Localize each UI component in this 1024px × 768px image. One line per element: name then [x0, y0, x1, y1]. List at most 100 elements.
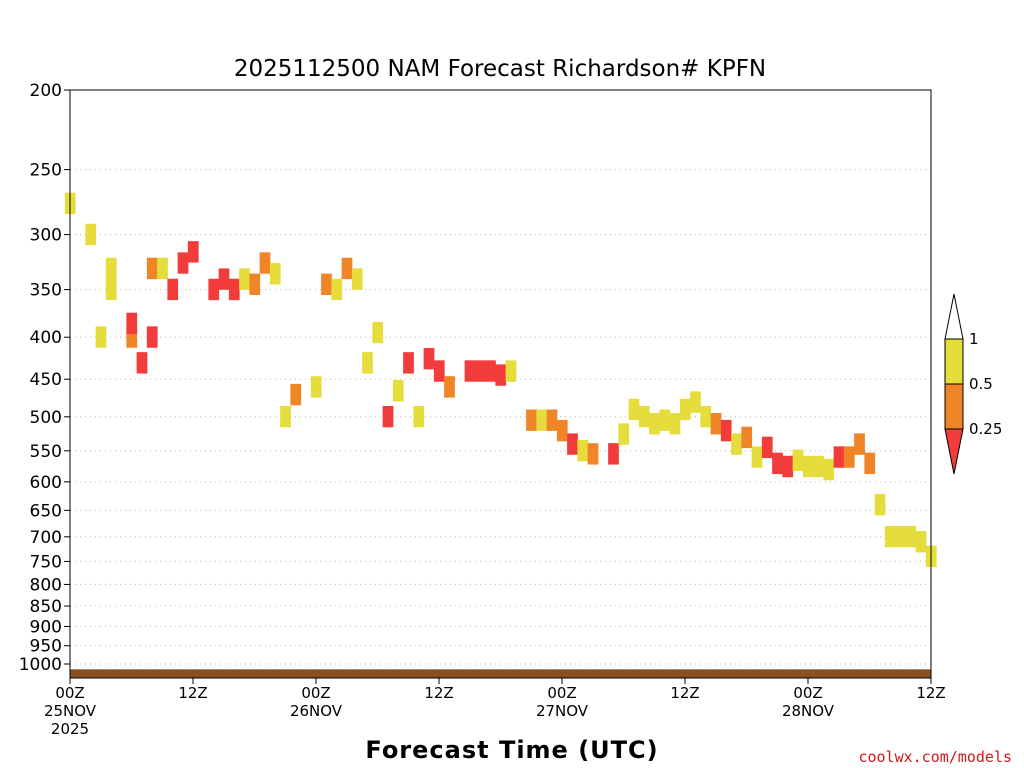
- cell-37: [464, 360, 476, 382]
- cell-73: [854, 433, 865, 455]
- cell-71: [833, 446, 845, 468]
- cell-67: [792, 449, 804, 471]
- cell-70: [823, 458, 835, 481]
- y-tick-label-550: 550: [30, 442, 62, 462]
- cell-34: [423, 347, 435, 370]
- y-tick-label-1000: 1000: [19, 655, 62, 675]
- cell-68: [802, 455, 814, 478]
- x-tick-label-72-1: 00Z: [793, 684, 822, 702]
- y-tick-label-250: 250: [30, 161, 62, 181]
- y-axis: 200 250 300 350 400 450 500 550 600 650 700 750 8008…: [19, 81, 70, 675]
- credit-text: coolwx.com/models: [858, 748, 1012, 766]
- cell-65: [772, 452, 783, 475]
- x-tick-label-72-2: 28NOV: [782, 702, 835, 720]
- cell-40: [495, 364, 507, 386]
- cell-57: [690, 391, 701, 413]
- cell-60: [720, 419, 732, 442]
- x-tick-label-48-1: 00Z: [547, 684, 576, 702]
- cell-19: [259, 252, 271, 274]
- x-tick-label-0-2: 25NOV: [44, 702, 97, 720]
- cell-32: [403, 352, 414, 374]
- colorbar-label-0-5: 0.5: [969, 375, 993, 393]
- cell-50: [618, 423, 630, 445]
- cell-69: [813, 455, 824, 478]
- cell-9: [146, 326, 158, 348]
- cell-30: [382, 405, 394, 428]
- cell-21: [280, 405, 291, 428]
- colorbar-swatch-0-5-to-1: [944, 338, 964, 385]
- cell-59: [710, 412, 722, 435]
- cell-23: [310, 376, 322, 398]
- y-tick-label-600: 600: [30, 473, 62, 493]
- cell-61: [731, 433, 742, 455]
- cell-41: [505, 360, 517, 382]
- cell-29: [372, 321, 384, 344]
- y-tick-label-200: 200: [30, 81, 62, 101]
- cell-52: [638, 405, 650, 428]
- cell-45: [556, 419, 568, 442]
- y-tick-label-400: 400: [30, 328, 62, 348]
- chart-title: 2025112500 NAM Forecast Richardson# KPFN: [234, 56, 766, 82]
- x-tick-label-48-2: 27NOV: [536, 702, 589, 720]
- cell-43: [536, 409, 548, 431]
- cell-76: [884, 525, 896, 548]
- cell-42: [526, 409, 537, 431]
- surface-layer: [70, 669, 931, 678]
- x-tick-label-0-1: 00Z: [55, 684, 84, 702]
- y-tick-label-800: 800: [30, 575, 62, 595]
- plot-frame: [69, 89, 932, 679]
- cell-13: [187, 241, 199, 263]
- y-tick-label-450: 450: [30, 370, 62, 390]
- x-tick-label-0-3: 2025: [51, 720, 89, 738]
- cell-51: [628, 398, 640, 421]
- x-tick-label-60-1: 12Z: [670, 684, 699, 702]
- cell-46: [567, 433, 578, 455]
- gridlines: [70, 169, 931, 665]
- cell-66: [782, 455, 794, 478]
- cell-8: [146, 257, 158, 280]
- cell-55: [669, 412, 681, 435]
- cell-77: [895, 525, 906, 548]
- cell-36: [444, 376, 455, 398]
- cell-75: [874, 493, 886, 516]
- cell-11: [167, 278, 179, 301]
- cell-54: [659, 409, 671, 431]
- cell-3: [105, 257, 117, 280]
- cell-33: [413, 405, 425, 428]
- cell-17: [239, 268, 250, 290]
- cell-38: [474, 360, 486, 382]
- x-axis-label: Forecast Time (UTC): [365, 736, 658, 764]
- cell-49: [608, 443, 619, 465]
- y-tick-label-950: 950: [30, 637, 62, 657]
- cell-5: [126, 326, 138, 348]
- cell-35: [433, 360, 445, 382]
- y-tick-label-500: 500: [30, 408, 62, 428]
- cell-24: [321, 273, 332, 295]
- cell-28: [362, 352, 373, 374]
- cell-2: [95, 326, 107, 348]
- colorbar: 1 0.5 0.25: [944, 293, 1002, 475]
- cell-48: [587, 443, 599, 465]
- y-tick-label-300: 300: [30, 226, 62, 246]
- cell-15: [218, 268, 230, 290]
- colorbar-label-0-25: 0.25: [969, 420, 1002, 438]
- cell-64: [761, 436, 773, 459]
- y-tick-label-650: 650: [30, 501, 62, 521]
- cell-56: [679, 398, 691, 421]
- y-tick-label-700: 700: [30, 528, 62, 548]
- cell-22: [290, 383, 302, 406]
- cell-6: [126, 312, 138, 335]
- cell-44: [546, 409, 558, 431]
- cell-14: [208, 278, 220, 301]
- surface-fill: [70, 669, 931, 678]
- cell-27: [351, 268, 363, 290]
- cell-53: [649, 412, 660, 435]
- cell-16: [228, 278, 240, 301]
- cell-10: [157, 257, 168, 280]
- cell-20: [269, 263, 281, 285]
- x-tick-label-24-1: 00Z: [301, 684, 330, 702]
- cell-18: [249, 273, 261, 295]
